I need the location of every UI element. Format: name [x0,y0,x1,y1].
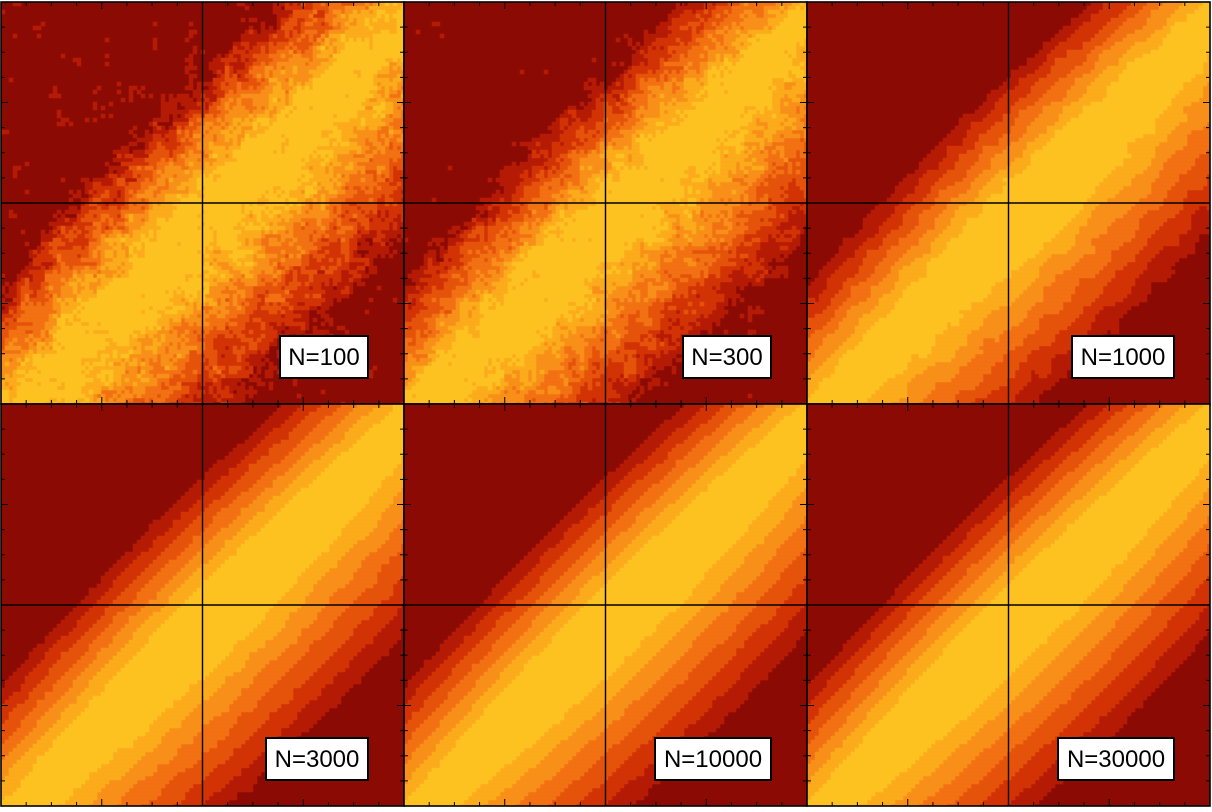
panel-5: N=10000 [403,403,808,807]
panel-label: N=30000 [1067,746,1165,773]
panel-label-box [1057,737,1175,781]
panel-6: N=30000 [806,403,1211,807]
panel-4: N=3000 [0,403,405,807]
panel-label: N=10000 [664,746,762,773]
axis-ticks [807,404,1210,806]
panel-1: N=100 [0,1,405,405]
panel-label: N=100 [288,344,359,371]
panel-label-box [682,335,772,379]
panel-label-box [265,737,369,781]
axis-ticks [807,2,1210,404]
panel-label: N=3000 [275,746,360,773]
panel-label-box [279,335,369,379]
panel-3: N=1000 [806,1,1211,405]
panel-label-box [654,737,772,781]
panel-2: N=300 [403,1,808,405]
panel-label: N=300 [691,344,762,371]
panel-label: N=1000 [1081,344,1166,371]
panel-label-box [1071,335,1175,379]
